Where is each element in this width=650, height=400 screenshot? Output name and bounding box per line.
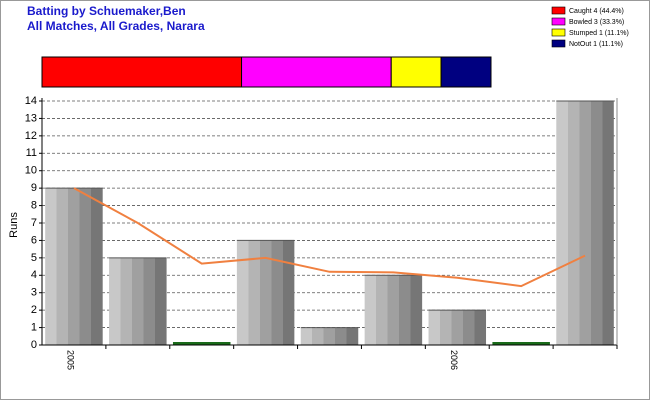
proportion-segment xyxy=(390,56,442,88)
y-tick-label: 2 xyxy=(31,304,37,316)
bar xyxy=(236,240,295,345)
y-tick-label: 5 xyxy=(31,252,37,264)
y-tick-label: 13 xyxy=(25,112,37,124)
legend-swatch xyxy=(551,28,566,37)
y-tick-label: 9 xyxy=(31,182,37,194)
y-tick-label: 14 xyxy=(25,95,37,107)
y-tick-label: 8 xyxy=(31,199,37,211)
legend-swatch xyxy=(551,39,566,48)
average-line xyxy=(73,187,586,288)
bar xyxy=(300,327,359,345)
y-tick-label: 6 xyxy=(31,234,37,246)
y-tick-label: 3 xyxy=(31,287,37,299)
y-tick-label: 10 xyxy=(25,165,37,177)
legend-label: Bowled 3 (33.3%) xyxy=(569,19,624,26)
legend-label: NotOut 1 (11.1%) xyxy=(569,41,623,48)
y-tick-label: 0 xyxy=(31,339,37,351)
proportion-segment xyxy=(440,56,492,88)
y-tick-label: 12 xyxy=(25,130,37,142)
title-line: All Matches, All Grades, Narara xyxy=(27,19,205,33)
proportion-segment xyxy=(41,56,243,88)
bar xyxy=(172,342,231,345)
y-axis-label: Runs xyxy=(8,212,20,238)
bar xyxy=(556,101,614,345)
y-tick-label: 1 xyxy=(31,321,37,333)
bar xyxy=(492,342,550,345)
y-tick-label: 4 xyxy=(31,269,37,281)
y-tick-label: 7 xyxy=(31,217,37,229)
x-tick-label: 2006 xyxy=(449,350,459,370)
legend-swatch xyxy=(551,17,566,26)
legend-label: Stumped 1 (11.1%) xyxy=(569,30,629,37)
proportion-segment xyxy=(241,56,392,88)
bar xyxy=(109,257,167,345)
bar xyxy=(364,275,423,345)
bar xyxy=(45,188,103,345)
legend-label: Caught 4 (44.4%) xyxy=(569,8,624,15)
title-line: Batting by Schuemaker,Ben xyxy=(27,4,186,18)
bar xyxy=(428,310,487,345)
x-tick-label: 2005 xyxy=(66,350,76,370)
y-tick-label: 11 xyxy=(26,147,37,159)
legend-swatch xyxy=(551,6,566,15)
